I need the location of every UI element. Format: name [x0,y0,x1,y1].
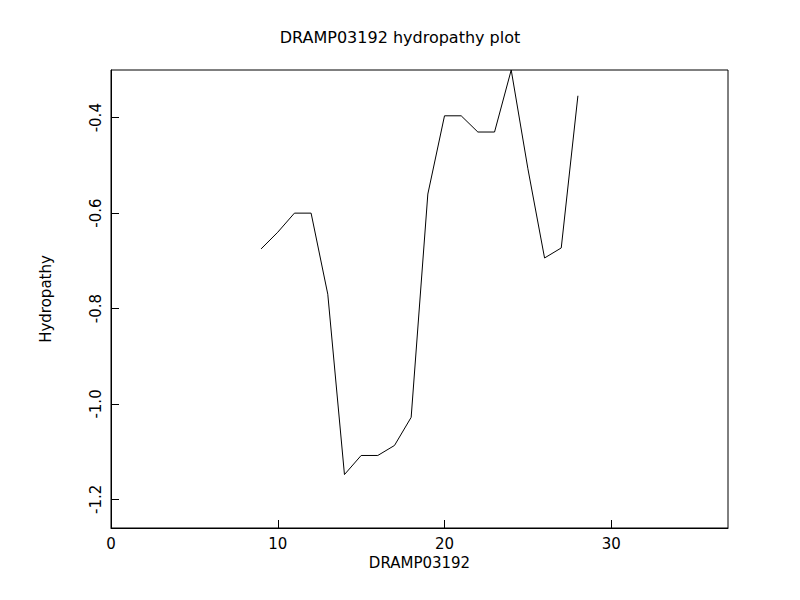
svg-text:-1.2: -1.2 [87,485,105,514]
svg-text:20: 20 [435,535,454,553]
svg-text:-0.6: -0.6 [87,198,105,227]
svg-text:-0.8: -0.8 [87,294,105,323]
svg-text:-1.0: -1.0 [87,389,105,418]
svg-text:10: 10 [268,535,287,553]
svg-text:30: 30 [602,535,621,553]
svg-text:DRAMP03192: DRAMP03192 [369,554,470,572]
svg-text:0: 0 [106,535,116,553]
svg-text:DRAMP03192 hydropathy plot: DRAMP03192 hydropathy plot [280,28,521,47]
svg-text:-0.4: -0.4 [87,103,105,132]
svg-text:Hydropathy: Hydropathy [37,255,55,343]
